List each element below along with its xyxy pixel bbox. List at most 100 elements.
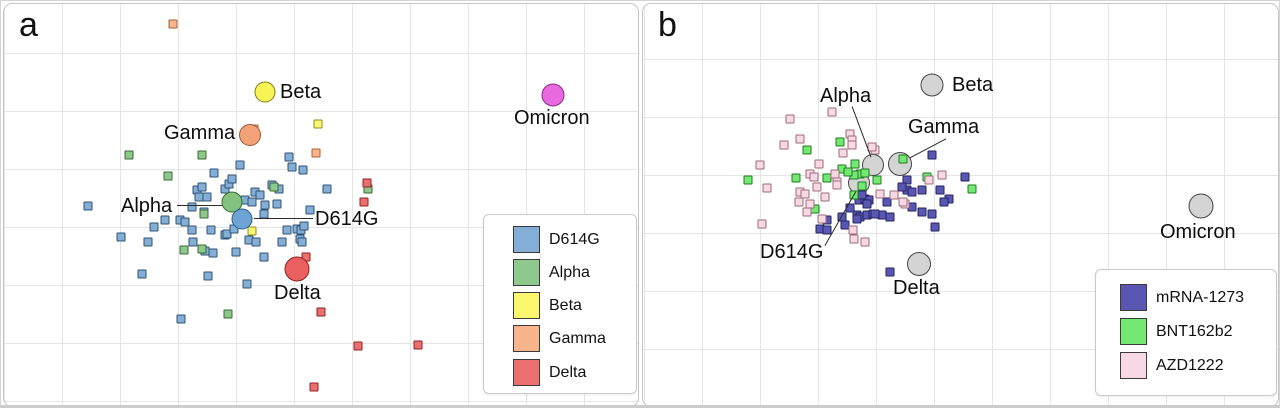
mrna-1273-serum-point (885, 212, 895, 222)
bnt162b2-serum-point (802, 145, 812, 155)
d614g-serum-point (202, 192, 212, 202)
d614g-serum-point (116, 232, 126, 242)
legend-swatch-d614g (513, 226, 540, 253)
d614g-serum-point (297, 237, 307, 247)
azd1222-serum-point (795, 134, 805, 144)
d614g-serum-point (259, 252, 269, 262)
legend-panel-a: D614G Alpha Beta Gamma Delta (483, 214, 637, 394)
alpha-serum-point (199, 209, 209, 219)
d614g-serum-point (272, 199, 282, 209)
variant-circle-delta (907, 252, 931, 276)
d614g-serum-point (203, 271, 213, 281)
d614g-serum-point (160, 215, 170, 225)
azd1222-serum-point (779, 140, 789, 150)
legend-label-gamma: Gamma (549, 329, 606, 347)
variant-label-omicron: Omicron (514, 107, 590, 129)
bnt162b2-serum-point (898, 154, 908, 164)
mrna-1273-serum-point (917, 207, 927, 217)
variant-label-alpha: Alpha (121, 195, 173, 217)
beta-serum-point (313, 119, 323, 129)
d614g-serum-point (187, 202, 197, 212)
mrna-1273-serum-point (885, 267, 895, 277)
d614g-serum-point (277, 237, 287, 247)
azd1222-serum-point (832, 180, 842, 190)
d614g-serum-point (188, 237, 198, 247)
bnt162b2-serum-point (791, 173, 801, 183)
legend-item-beta: Beta (513, 292, 582, 319)
bnt162b2-serum-point (860, 168, 870, 178)
d614g-serum-point (235, 160, 245, 170)
azd1222-serum-point (849, 234, 859, 244)
variant-circle-omicron (541, 83, 565, 107)
delta-serum-point (316, 307, 326, 317)
mrna-1273-serum-point (927, 209, 937, 219)
legend-swatch-delta (513, 359, 540, 386)
bnt162b2-serum-point (843, 167, 853, 177)
legend-swatch-beta (513, 292, 540, 319)
d614g-serum-point (187, 225, 197, 235)
legend-label-d614g: D614G (549, 230, 600, 248)
variant-circle-alpha (221, 191, 243, 213)
azd1222-serum-point (847, 140, 857, 150)
alpha-serum-point (223, 309, 233, 319)
variant-label-gamma: Gamma (908, 116, 980, 138)
azd1222-serum-point (889, 190, 899, 200)
azd1222-serum-point (794, 197, 804, 207)
d614g-serum-point (180, 217, 190, 227)
variant-circle-d614g (231, 208, 253, 230)
alpha-serum-point (163, 171, 173, 181)
variant-label-beta: Beta (280, 81, 322, 103)
gamma-serum-point (168, 19, 178, 29)
d614g-serum-point (206, 225, 216, 235)
beta-serum-point (247, 226, 257, 236)
bnt162b2-serum-point (743, 175, 753, 185)
legend-swatch-bnt162b2 (1120, 318, 1147, 345)
mrna-1273-serum-point (960, 172, 970, 182)
legend-swatch-azd1222 (1120, 352, 1147, 379)
azd1222-serum-point (830, 169, 840, 179)
panel-b: b Beta Alpha Gamma D614G Delta Omicron mRNA-12… (642, 3, 1279, 405)
legend-panel-b: mRNA-1273 BNT162b2 AZD1222 (1095, 269, 1277, 396)
panel-a-letter: a (19, 6, 38, 44)
bnt162b2-serum-point (872, 175, 882, 185)
azd1222-serum-point (820, 192, 830, 202)
azd1222-serum-point (814, 159, 824, 169)
d614g-serum-point (299, 221, 309, 231)
bnt162b2-serum-point (967, 184, 977, 194)
bnt162b2-serum-point (850, 159, 860, 169)
alpha-serum-point (269, 182, 279, 192)
legend-label-alpha: Alpha (549, 263, 590, 281)
d614g-serum-point (287, 162, 297, 172)
azd1222-serum-point (755, 160, 765, 170)
d614g-serum-point (176, 314, 186, 324)
azd1222-serum-point (757, 219, 767, 229)
d614g-serum-point (284, 152, 294, 162)
d614g-serum-point (255, 190, 265, 200)
bnt162b2-serum-point (857, 181, 867, 191)
mrna-1273-serum-point (852, 214, 862, 224)
mrna-1273-serum-point (930, 222, 940, 232)
d614g-serum-point (227, 174, 237, 184)
variant-label-d614g: D614G (315, 208, 379, 230)
variant-label-omicron: Omicron (1160, 221, 1236, 243)
delta-serum-point (362, 178, 372, 188)
leader-line-alpha (177, 205, 222, 207)
mrna-1273-serum-point (927, 150, 937, 160)
alpha-serum-point (124, 150, 134, 160)
mrna-1273-serum-point (935, 185, 945, 195)
d614g-serum-point (197, 182, 207, 192)
legend-label-mrna-1273: mRNA-1273 (1156, 288, 1245, 306)
legend-item-alpha: Alpha (513, 259, 590, 286)
legend-label-azd1222: AZD1222 (1156, 356, 1224, 374)
bnt162b2-serum-point (835, 137, 845, 147)
d614g-serum-point (282, 225, 292, 235)
azd1222-serum-point (785, 114, 795, 124)
d614g-serum-point (231, 247, 241, 257)
d614g-serum-point (137, 269, 147, 279)
azd1222-serum-point (827, 107, 837, 117)
variant-label-delta: Delta (893, 277, 940, 299)
legend-swatch-mrna-1273 (1120, 284, 1147, 311)
d614g-serum-point (322, 184, 332, 194)
d614g-serum-point (209, 168, 219, 178)
